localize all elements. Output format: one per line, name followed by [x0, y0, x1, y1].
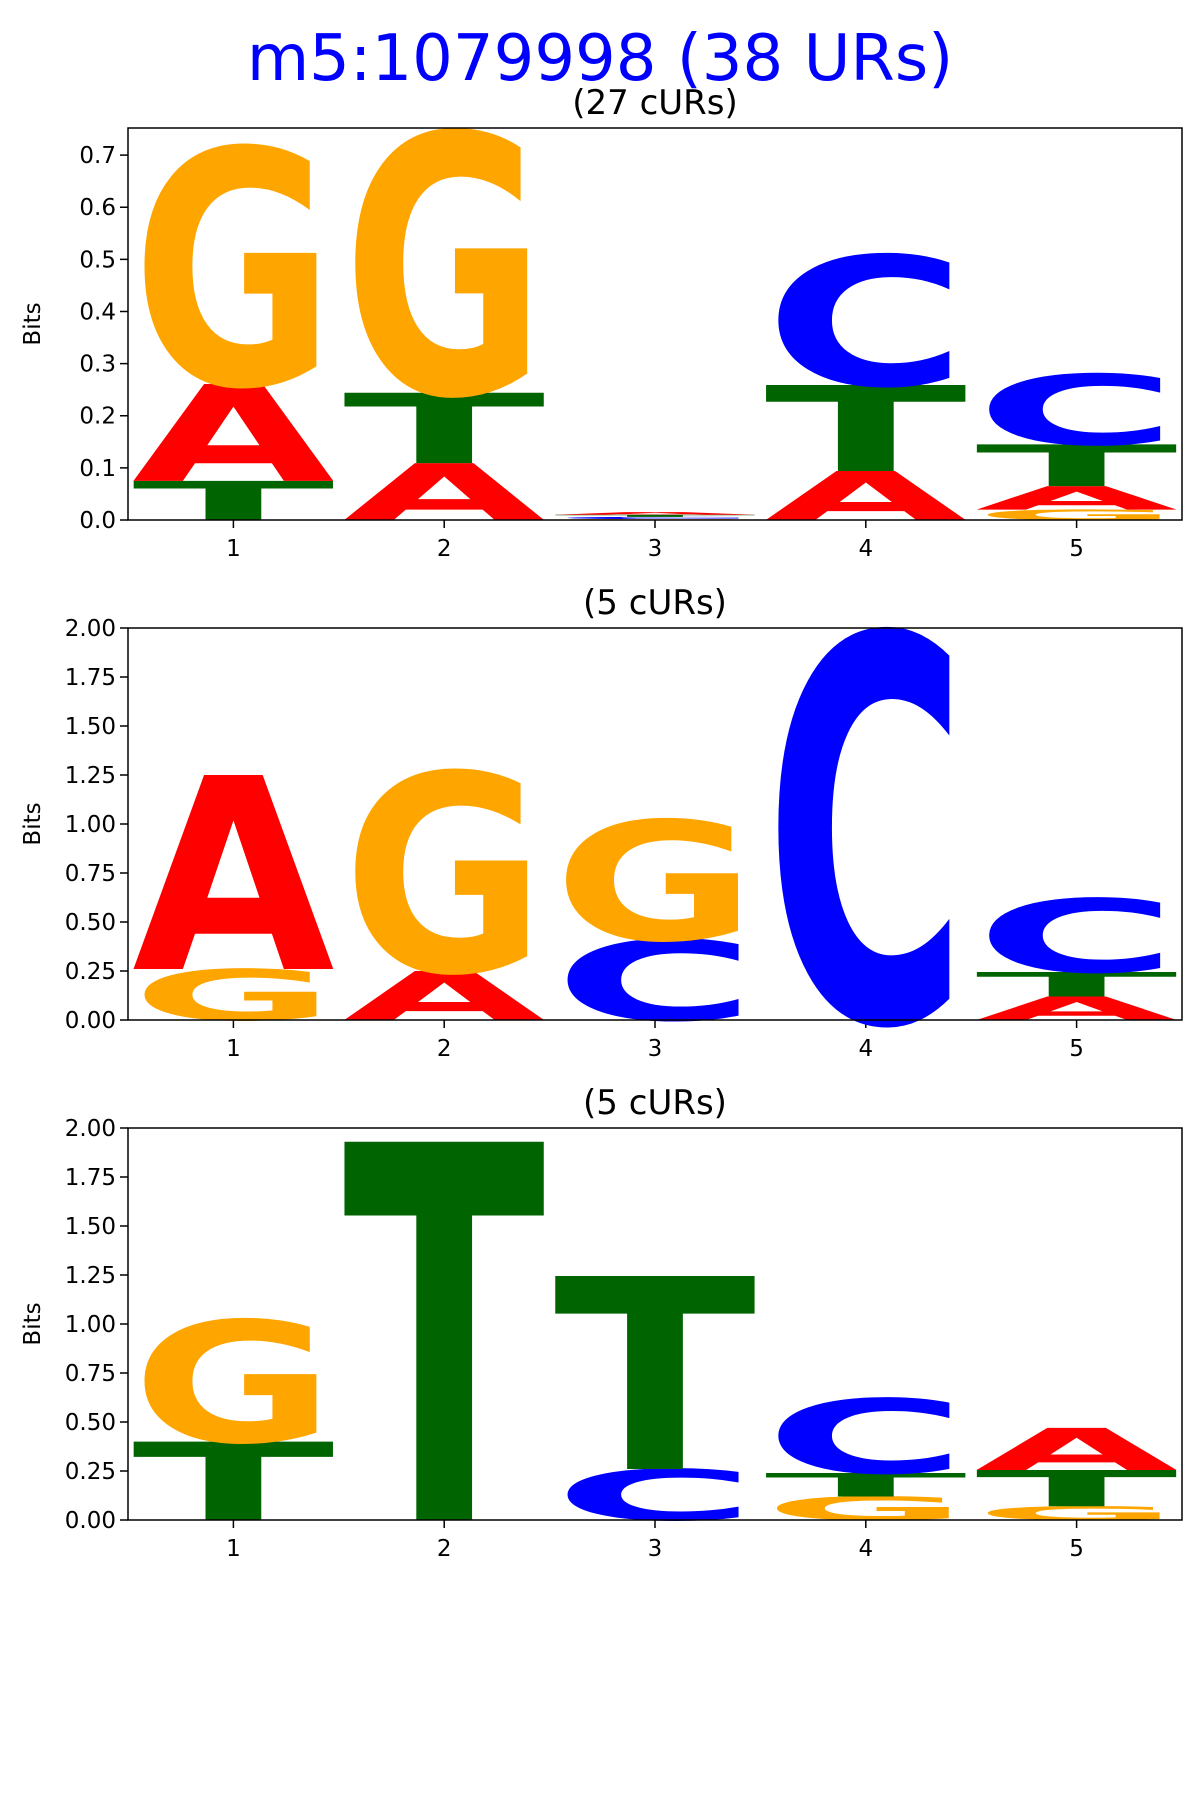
- y-axis-label: Bits: [20, 1302, 46, 1345]
- y-tick-label: 0.5: [79, 247, 116, 273]
- x-tick-label: 1: [226, 1036, 241, 1062]
- logo-letter: T: [765, 362, 967, 499]
- logo-letter: A: [765, 458, 967, 536]
- subplot-title: (27 cURs): [572, 83, 738, 123]
- figure-title: m5:1079998 (38 URs): [247, 22, 953, 96]
- y-tick-label: 0.2: [79, 404, 116, 430]
- logo-letter: C: [975, 355, 1177, 468]
- y-tick-label: 1.50: [65, 1214, 116, 1240]
- logo-letter: C: [765, 220, 967, 427]
- y-tick-label: 0.0: [79, 508, 116, 534]
- logo-letter: C: [554, 516, 756, 519]
- logo-letter: A: [343, 448, 545, 539]
- subplot-title: (5 cURs): [583, 583, 727, 623]
- x-tick-label: 2: [437, 1536, 452, 1562]
- logo-letter: G: [554, 788, 756, 978]
- logo-letter: T: [975, 965, 1177, 1004]
- y-tick-label: 1.50: [65, 714, 116, 740]
- logo-letter: T: [554, 1224, 758, 1532]
- y-tick-label: 0.3: [79, 352, 116, 378]
- x-tick-label: 5: [1069, 536, 1084, 562]
- logo-letter: T: [975, 1460, 1177, 1518]
- logo-letter: A: [554, 511, 756, 515]
- logo-letter: G: [132, 955, 334, 1036]
- x-tick-label: 5: [1069, 1536, 1084, 1562]
- x-tick-label: 4: [858, 536, 873, 562]
- y-tick-label: 1.75: [65, 1165, 116, 1191]
- y-tick-label: 1.25: [65, 763, 116, 789]
- y-axis-label: Bits: [20, 802, 46, 845]
- logo-letter: C: [554, 918, 756, 1047]
- y-tick-label: 2.00: [65, 616, 116, 642]
- logo-letter: G: [765, 1490, 967, 1527]
- subplot-title: (5 cURs): [583, 1083, 727, 1123]
- logo-letter: T: [765, 1467, 967, 1505]
- y-tick-label: 1.00: [65, 812, 116, 838]
- axes-frame: [127, 1127, 1183, 1521]
- logo-letter: A: [132, 357, 334, 512]
- logo-letter: C: [975, 878, 1177, 996]
- y-tick-label: 1.00: [65, 1312, 116, 1338]
- x-tick-label: 2: [437, 1036, 452, 1062]
- y-tick-label: 2.00: [65, 1116, 116, 1142]
- y-tick-label: 0.1: [79, 456, 116, 482]
- axes-frame: [127, 127, 1183, 521]
- logo-letter: T: [975, 433, 1177, 499]
- axes-frame: [127, 627, 1183, 1021]
- x-tick-label: 1: [226, 1536, 241, 1562]
- y-tick-label: 0.6: [79, 195, 116, 221]
- y-tick-label: 0.4: [79, 299, 116, 325]
- x-tick-label: 4: [858, 1036, 873, 1062]
- logo-letter: C: [765, 528, 967, 1145]
- logo-letter: G: [343, 719, 545, 1036]
- y-tick-label: 1.75: [65, 665, 116, 691]
- logo-letter: C: [554, 1455, 756, 1536]
- y-tick-label: 0.00: [65, 1008, 116, 1034]
- x-tick-label: 2: [437, 536, 452, 562]
- x-tick-label: 3: [648, 1536, 663, 1562]
- logo-letter: T: [132, 1420, 334, 1545]
- logo-letter: C: [765, 1379, 967, 1498]
- y-tick-label: 0.75: [65, 1361, 116, 1387]
- y-axis-label: Bits: [20, 302, 46, 345]
- logo-letter: A: [975, 1416, 1177, 1483]
- logo-letter: A: [132, 723, 336, 1033]
- y-tick-label: 0.25: [65, 1459, 116, 1485]
- logo-letter: T: [343, 1039, 547, 1643]
- logo-letter: G: [132, 83, 334, 460]
- logo-letter: A: [975, 480, 1177, 517]
- y-tick-label: 0.00: [65, 1508, 116, 1534]
- y-tick-label: 0.50: [65, 910, 116, 936]
- logo-letter: T: [554, 514, 756, 517]
- x-tick-label: 3: [648, 536, 663, 562]
- x-tick-label: 4: [858, 1536, 873, 1562]
- logo-letter: T: [343, 374, 545, 486]
- logo-letter: A: [343, 958, 545, 1036]
- x-tick-label: 5: [1069, 1036, 1084, 1062]
- logo-letter: G: [975, 1503, 1177, 1525]
- y-tick-label: 1.25: [65, 1263, 116, 1289]
- logo-letter: T: [132, 470, 334, 532]
- logo-letter: G: [343, 62, 545, 477]
- x-tick-label: 1: [226, 536, 241, 562]
- logo-letter: G: [132, 1287, 334, 1481]
- y-tick-label: 0.25: [65, 959, 116, 985]
- logo-letter: A: [975, 990, 1177, 1028]
- y-tick-label: 0.50: [65, 1410, 116, 1436]
- y-tick-label: 0.75: [65, 861, 116, 887]
- y-tick-label: 0.7: [79, 143, 116, 169]
- x-tick-label: 3: [648, 1036, 663, 1062]
